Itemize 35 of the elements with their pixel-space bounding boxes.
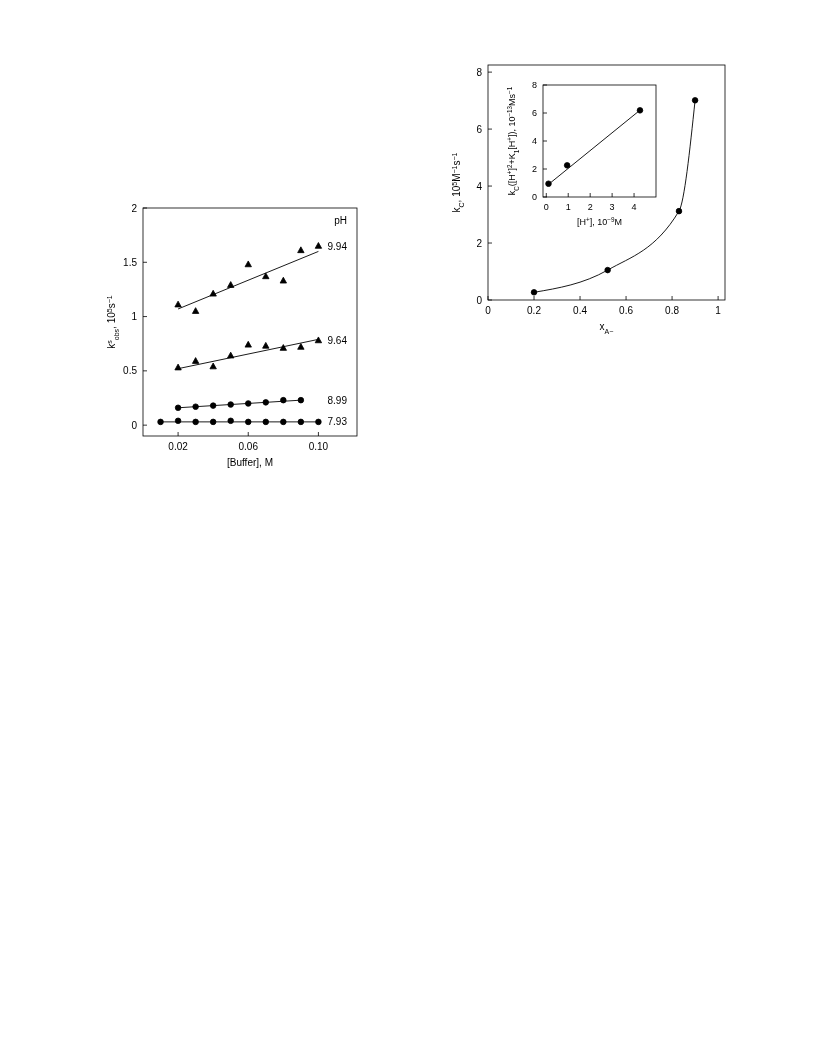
- x-tick-label: 1: [565, 202, 571, 212]
- x-axis-title: [H$^{+}$], 10$^{−9}$M: [577, 215, 622, 227]
- y-tick-label: 0: [131, 419, 138, 431]
- y-tick-label: 1.5: [123, 256, 138, 268]
- y-tick-label: 0: [531, 192, 537, 203]
- legend-title: pH: [334, 215, 347, 226]
- x-tick-label: 0.8: [665, 305, 680, 316]
- y-tick-label: 4: [476, 180, 483, 192]
- x-tick-label: 1: [715, 305, 722, 316]
- text: 7.93: [327, 416, 348, 428]
- y-tick-label: 2: [476, 237, 483, 249]
- y-tick-label: 6: [476, 123, 483, 135]
- x-tick-label: 0.4: [573, 305, 588, 316]
- x-tick-label: 0: [543, 202, 549, 212]
- y-tick-label: 4: [531, 136, 537, 147]
- series-label: 9.64: [327, 334, 348, 346]
- y-tick-label: 0: [476, 294, 483, 306]
- x-tick-label: 2: [587, 202, 593, 212]
- x-tick-label: 0.6: [619, 305, 634, 316]
- x-axis-title: x$_{A−}$: [599, 321, 614, 335]
- x-tick-label: 0.06: [238, 441, 259, 452]
- series-label: 9.94: [327, 240, 348, 252]
- x-tick-label: 0.02: [168, 441, 189, 452]
- y-tick-label: 0.5: [123, 365, 138, 377]
- y-tick-label: 8: [476, 66, 483, 78]
- y-tick-label: 8: [531, 80, 537, 91]
- x-axis-title: [Buffer], M: [227, 457, 273, 468]
- x-tick-label: 0.10: [308, 441, 329, 452]
- y-tick-label: 6: [531, 108, 537, 119]
- x-tick-label: 0.2: [527, 305, 542, 316]
- x-tick-label: 0: [485, 305, 492, 316]
- x-tick-label: 3: [609, 202, 615, 212]
- x-tick-label: 4: [631, 202, 637, 212]
- text: 8.99: [327, 394, 348, 406]
- y-tick-label: 2: [531, 164, 537, 175]
